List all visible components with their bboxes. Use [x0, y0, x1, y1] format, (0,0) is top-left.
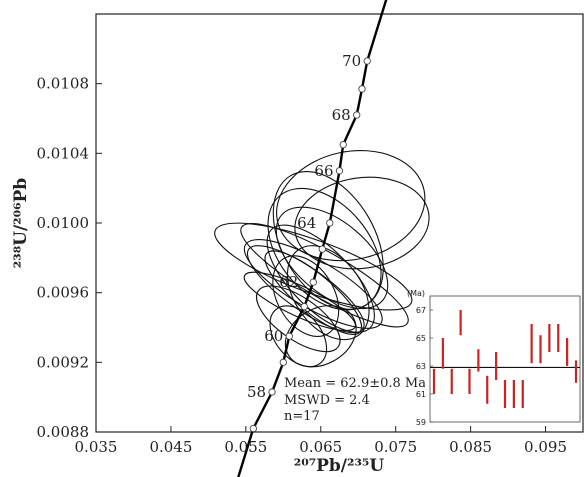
age-labels: 58 60 62 64 66 68 70	[247, 52, 361, 401]
error-ellipse-4	[267, 187, 382, 311]
error-ellipse-14	[243, 271, 356, 332]
error-ellipse-16	[269, 305, 328, 368]
error-ellipse-7	[240, 222, 409, 328]
y-tick-label-6: 0.0108	[37, 75, 90, 93]
inset-y-tick-label-5: 67	[416, 306, 426, 315]
age-label-62: 62	[279, 273, 298, 291]
error-ellipse-13	[272, 255, 340, 338]
x-tick-label-5: 0.075	[374, 438, 417, 456]
error-ellipse-5	[275, 206, 389, 310]
y-axis-title: ²³⁸U/²⁰⁶Pb	[11, 178, 31, 268]
inset-marks: 59 61 63 65 67	[416, 306, 580, 427]
inset-y-tick-label-4: 65	[416, 334, 426, 343]
inset-unit-label: (Ma)	[407, 289, 425, 298]
x-tick-label-3: 0.055	[224, 438, 267, 456]
y-tick-label-4: 0.0100	[37, 214, 90, 232]
concordia-age-point-13	[363, 57, 371, 65]
x-tick-label-6: 0.085	[449, 438, 492, 456]
age-label-68: 68	[332, 106, 351, 124]
inset-y-tick-label-2: 61	[416, 390, 426, 399]
y-tick-label-1: 0.0088	[37, 423, 90, 441]
age-label-60: 60	[264, 327, 283, 345]
age-label-70: 70	[342, 52, 361, 70]
x-tick-label-4: 0.065	[299, 438, 342, 456]
concordia-age-point-4	[285, 332, 293, 340]
y-tick-label-3: 0.0096	[37, 284, 90, 302]
age-label-66: 66	[314, 162, 333, 180]
concordia-age-point-10	[339, 140, 347, 149]
error-ellipse-17	[284, 305, 357, 368]
concordia-age-point-6	[309, 278, 317, 286]
y-tick-label-5: 0.0104	[37, 144, 90, 162]
error-ellipses	[214, 149, 430, 368]
concordia-age-point-2	[268, 388, 276, 396]
error-ellipse-6	[214, 222, 413, 311]
x-tick-label-7: 0.095	[524, 438, 567, 456]
concordia-age-point-3	[279, 358, 287, 366]
age-label-64: 64	[297, 214, 316, 232]
axes: 0.035 0.045 0.055 0.065 0.075 0.085 0.095 0.008…	[37, 75, 568, 456]
error-ellipse-10	[246, 245, 365, 334]
concordia-age-point-8	[326, 219, 334, 227]
x-tick-label-2: 0.045	[149, 438, 192, 456]
y-tick-label-2: 0.0092	[37, 353, 90, 371]
x-axis-title: ²⁰⁷Pb/²³⁵U	[294, 456, 385, 476]
concordia-age-point-11	[353, 111, 361, 119]
inset-plot-frame	[429, 295, 581, 423]
x-tick-label-1: 0.035	[75, 438, 118, 456]
concordia-age-point-7	[318, 245, 326, 253]
concordia-age-point-1	[249, 424, 257, 433]
annotation-mswd: MSWD = 2.4	[284, 393, 370, 408]
inset-y-tick-label-1: 59	[416, 418, 426, 427]
concordia-age-point-9	[335, 167, 344, 175]
concordia-age-point-12	[358, 85, 366, 93]
inset-frame	[425, 300, 580, 422]
inset-chart: (Ma) 59 61 63 65 67	[407, 289, 581, 427]
error-ellipse-2	[294, 176, 430, 270]
age-label-58: 58	[247, 383, 266, 401]
annotation-n: n=17	[284, 409, 320, 424]
annotation-mean: Mean = 62.9±0.8 Ma	[284, 376, 426, 391]
concordia-curve	[237, 0, 388, 477]
inset-y-tick-label-3: 63	[416, 362, 426, 371]
concordia-age-point-5	[300, 302, 308, 311]
